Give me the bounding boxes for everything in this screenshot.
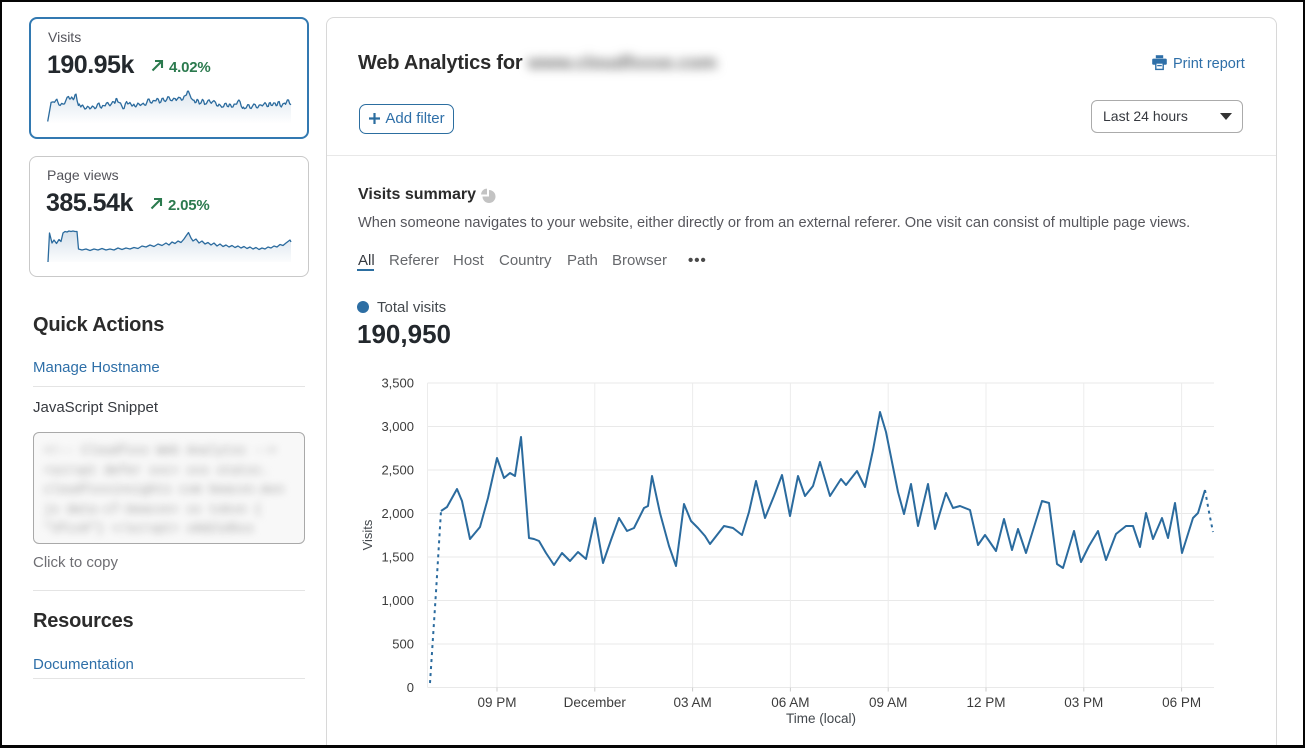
svg-text:December: December bbox=[564, 695, 627, 710]
svg-text:06 AM: 06 AM bbox=[771, 695, 809, 710]
svg-text:09 PM: 09 PM bbox=[477, 695, 516, 710]
svg-text:1,000: 1,000 bbox=[381, 593, 414, 608]
svg-text:2,000: 2,000 bbox=[381, 506, 414, 521]
svg-text:12 PM: 12 PM bbox=[966, 695, 1005, 710]
svg-text:09 AM: 09 AM bbox=[869, 695, 907, 710]
svg-text:0: 0 bbox=[407, 680, 414, 695]
svg-text:Visits: Visits bbox=[360, 519, 375, 550]
svg-text:3,500: 3,500 bbox=[381, 376, 414, 391]
svg-text:500: 500 bbox=[392, 637, 414, 652]
svg-text:1,500: 1,500 bbox=[381, 550, 414, 565]
svg-text:Time (local): Time (local) bbox=[786, 711, 856, 726]
svg-text:06 PM: 06 PM bbox=[1162, 695, 1201, 710]
svg-text:3,000: 3,000 bbox=[381, 419, 414, 434]
svg-text:2,500: 2,500 bbox=[381, 463, 414, 478]
svg-text:03 PM: 03 PM bbox=[1064, 695, 1103, 710]
svg-text:03 AM: 03 AM bbox=[673, 695, 711, 710]
